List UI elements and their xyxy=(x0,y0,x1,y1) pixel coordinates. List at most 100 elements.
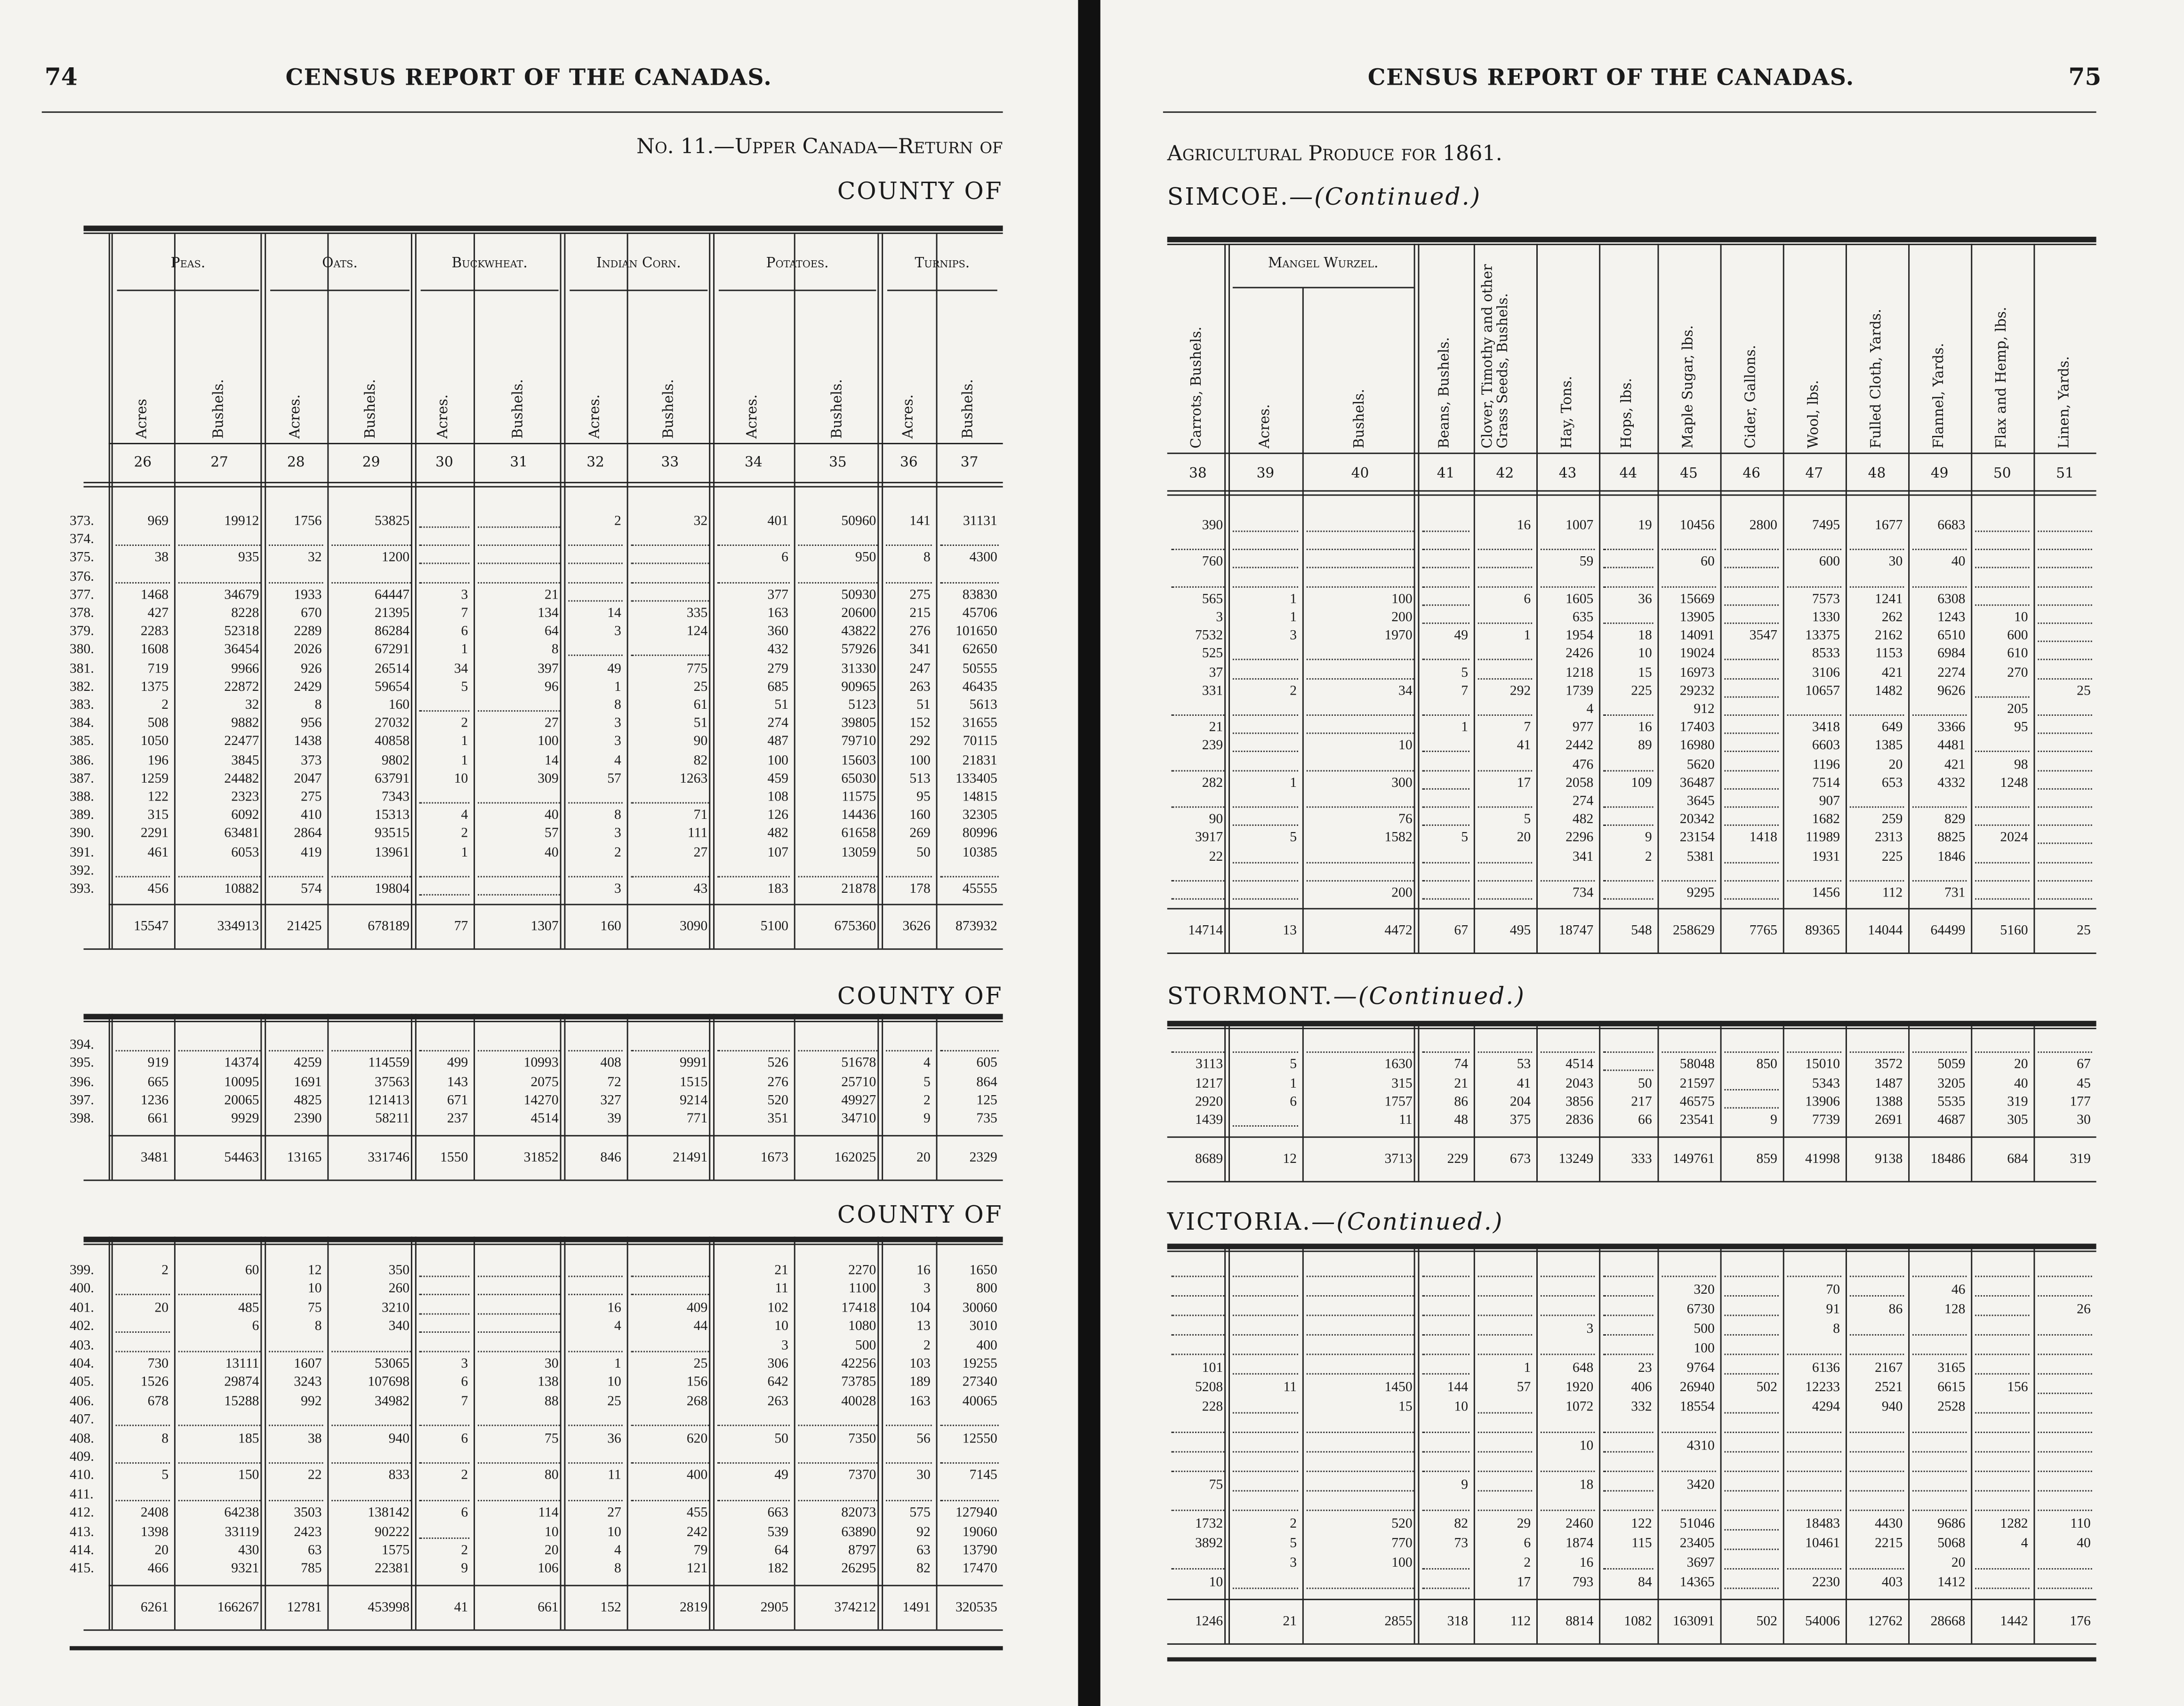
table-cell: 9626 xyxy=(1937,683,1966,699)
table-cell: 6603 xyxy=(1812,738,1840,754)
empty-cell-leader xyxy=(1724,1490,1779,1492)
table-cell: 5 xyxy=(461,679,468,695)
total-cell: 21425 xyxy=(287,919,322,935)
table-cell: 734 xyxy=(1572,886,1594,901)
table-cell: 25 xyxy=(693,679,708,695)
table-cell: 103 xyxy=(909,1356,931,1372)
table-cell: 1 xyxy=(461,845,468,860)
table-cell: 2075 xyxy=(530,1074,559,1090)
table-cell: 41 xyxy=(1517,738,1531,754)
table-cell: 332 xyxy=(1631,1399,1652,1415)
empty-cell-leader xyxy=(631,1462,709,1464)
table-cell: 126 xyxy=(767,808,788,824)
table-cell: 461 xyxy=(147,845,169,860)
rule xyxy=(1167,1657,2096,1662)
row-number: 386. xyxy=(69,753,94,769)
empty-cell-leader xyxy=(1477,1509,1533,1511)
table-cell: 247 xyxy=(909,661,931,676)
rule xyxy=(108,1584,1003,1586)
table-cell: 785 xyxy=(301,1562,322,1577)
table-cell: 731 xyxy=(1944,886,1966,901)
column-number: 39 xyxy=(1256,466,1275,482)
column-number: 49 xyxy=(1930,466,1949,482)
column-rule xyxy=(1302,1021,1304,1180)
empty-cell-leader xyxy=(478,1350,560,1352)
row-number: 393. xyxy=(69,881,94,897)
table-cell: 46435 xyxy=(962,679,997,695)
total-cell: 1673 xyxy=(760,1149,788,1165)
table-cell: 1282 xyxy=(2000,1516,2028,1532)
table-cell: 1248 xyxy=(2000,775,2028,791)
total-cell: 2905 xyxy=(760,1600,788,1616)
empty-cell-leader xyxy=(1306,585,1414,587)
rule xyxy=(108,443,1003,444)
empty-cell-leader xyxy=(886,1050,932,1052)
empty-cell-leader xyxy=(1912,1432,1967,1434)
empty-cell-leader xyxy=(1912,880,1967,881)
empty-cell-leader xyxy=(940,875,999,877)
table-cell: 40 xyxy=(545,808,559,824)
empty-cell-leader xyxy=(1975,1412,2030,1414)
empty-cell-leader xyxy=(478,1313,560,1314)
column-group-header: Potatoes. xyxy=(766,256,829,272)
table-cell: 38 xyxy=(154,551,169,566)
table-cell: 455 xyxy=(686,1506,708,1522)
column-rule xyxy=(327,1014,329,1179)
column-group-header: Indian Corn. xyxy=(596,256,681,272)
rule xyxy=(887,289,997,291)
total-cell: 8689 xyxy=(1195,1151,1223,1167)
empty-cell-leader xyxy=(1477,1295,1533,1297)
table-cell: 104 xyxy=(909,1300,931,1316)
empty-cell-leader xyxy=(1540,549,1595,551)
table-cell: 502 xyxy=(1756,1380,1777,1396)
column-rule xyxy=(1657,1243,1659,1643)
empty-cell-leader xyxy=(2038,806,2092,808)
table-cell: 432 xyxy=(767,642,788,658)
row-number: 382. xyxy=(69,679,94,695)
empty-cell-leader xyxy=(115,1294,170,1296)
table-cell: 341 xyxy=(909,642,931,658)
table-cell: 10 xyxy=(607,1375,621,1391)
table-cell: 242 xyxy=(686,1524,708,1540)
table-cell: 16 xyxy=(607,1300,621,1316)
column-header: Acres xyxy=(134,399,150,439)
empty-cell-leader xyxy=(1849,1432,1904,1434)
empty-cell-leader xyxy=(1662,1509,1716,1511)
column-rule xyxy=(1783,243,1784,953)
table-cell: 57 xyxy=(545,826,559,842)
total-cell: 20 xyxy=(916,1149,931,1165)
empty-cell-leader xyxy=(2038,604,2092,606)
empty-cell-leader xyxy=(1849,585,1904,587)
table-cell: 1330 xyxy=(1812,610,1840,625)
table-cell: 114 xyxy=(538,1506,559,1522)
table-cell: 3 xyxy=(781,1338,788,1354)
empty-cell-leader xyxy=(2038,1451,2092,1453)
column-number: 32 xyxy=(586,455,604,471)
column-rule xyxy=(560,1236,561,1629)
table-cell: 74 xyxy=(1454,1057,1468,1073)
table-cell: 377 xyxy=(767,587,788,603)
empty-cell-leader xyxy=(1540,1275,1595,1277)
table-cell: 109 xyxy=(1631,775,1652,791)
empty-cell-leader xyxy=(1662,1470,1716,1472)
table-cell: 1398 xyxy=(140,1524,169,1540)
column-header: Flax and Hemp, lbs. xyxy=(1994,306,2009,449)
table-cell: 685 xyxy=(767,679,788,695)
column-rule xyxy=(1599,1243,1600,1643)
empty-cell-leader xyxy=(1724,1107,1779,1109)
table-cell: 57 xyxy=(607,771,621,787)
table-cell: 3 xyxy=(461,1356,468,1372)
row-number: 387. xyxy=(69,771,94,787)
table-cell: 34 xyxy=(1398,683,1413,699)
row-number: 392. xyxy=(69,863,94,879)
table-cell: 27 xyxy=(693,845,708,860)
empty-cell-leader xyxy=(2038,659,2092,661)
table-cell: 2 xyxy=(161,697,169,713)
table-cell: 40 xyxy=(545,845,559,860)
table-cell: 9929 xyxy=(231,1111,259,1127)
column-rule xyxy=(1908,1021,1910,1180)
table-cell: 45 xyxy=(2077,1076,2091,1091)
table-cell: 15010 xyxy=(1805,1057,1840,1073)
table-cell: 20 xyxy=(2014,1057,2028,1073)
table-cell: 14436 xyxy=(841,808,876,824)
